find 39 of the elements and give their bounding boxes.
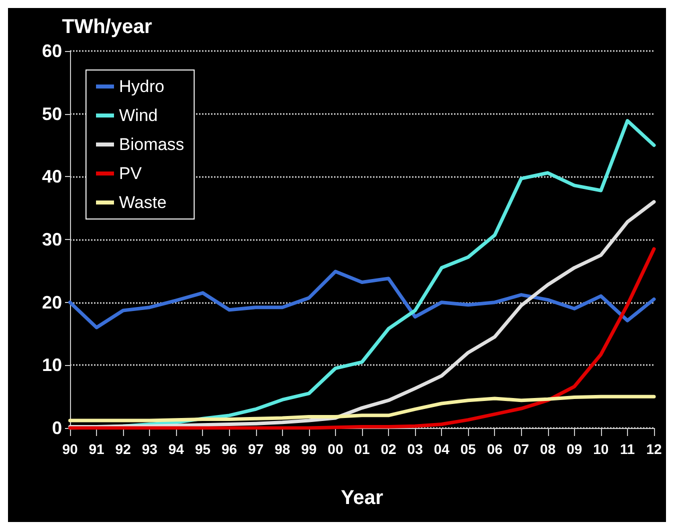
legend-label: Hydro	[119, 77, 164, 96]
x-tick-label: 98	[274, 441, 290, 457]
x-tick-label: 03	[407, 441, 424, 457]
x-tick-label: 12	[646, 441, 662, 457]
x-tick-label: 07	[513, 441, 530, 457]
line-series	[68, 270, 656, 330]
y-axis-title: TWh/year	[62, 16, 152, 38]
x-tick-label: 06	[486, 441, 503, 457]
x-tick-label: 04	[434, 441, 450, 457]
x-tick-label: 11	[620, 441, 636, 457]
x-tick-label: 96	[221, 441, 238, 457]
x-tick-label: 95	[194, 441, 211, 457]
x-tick-label: 90	[62, 441, 78, 457]
legend-label: Waste	[119, 193, 167, 212]
x-tick-label: 92	[115, 441, 132, 457]
y-tick-label: 60	[42, 41, 62, 61]
x-axis-title: Year	[340, 487, 384, 509]
x-tick-label: 91	[88, 441, 105, 457]
y-tick-label: 10	[42, 355, 62, 376]
x-tick-label: 93	[142, 441, 158, 457]
x-tick-label: 01	[354, 441, 370, 457]
x-tick-label: 94	[168, 441, 184, 457]
y-tick-label: 30	[42, 230, 62, 250]
x-tick-label: 10	[593, 441, 609, 457]
legend-label: Wind	[119, 106, 158, 125]
y-tick-label: 20	[42, 292, 62, 312]
line-series	[68, 394, 656, 422]
x-tick-label: 00	[328, 441, 344, 457]
x-tick-label: 08	[540, 441, 556, 457]
y-tick-label: 40	[42, 166, 62, 187]
legend-label: Biomass	[119, 135, 184, 154]
y-tick-label: 50	[42, 104, 62, 124]
x-tick-label: 09	[566, 441, 582, 457]
x-tick-label: 97	[248, 441, 264, 457]
x-tick-label: 05	[460, 441, 476, 457]
y-tick-label: 0	[52, 418, 62, 438]
x-tick-label: 02	[380, 441, 397, 457]
legend-label: PV	[119, 164, 142, 183]
x-tick-label: 99	[301, 441, 317, 457]
